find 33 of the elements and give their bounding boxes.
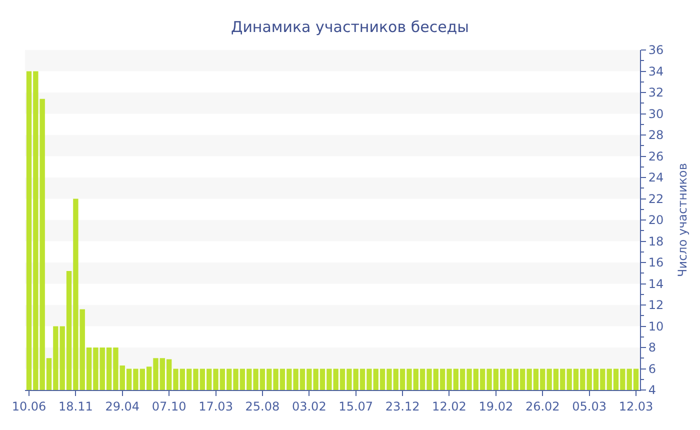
x-tick-label: 15.07 [338, 399, 374, 414]
y-tick-label: 8 [648, 340, 656, 355]
x-tick-label: 29.04 [105, 399, 140, 414]
y-tick-label: 20 [648, 213, 664, 228]
x-tick-label: 19.02 [478, 399, 514, 414]
y-tick-label: 12 [648, 298, 664, 312]
y-tick-label: 18 [648, 234, 664, 248]
x-tick-label: 23.12 [385, 399, 420, 414]
x-tick-label: 10.06 [12, 399, 46, 414]
y-tick-label: 14 [648, 276, 664, 291]
x-tick-label: 12.02 [432, 399, 466, 414]
y-tick-label: 6 [648, 362, 656, 376]
x-tick-label: 12.03 [618, 399, 654, 414]
y-tick-label: 36 [648, 43, 664, 58]
y-tick-label: 24 [648, 170, 664, 185]
x-tick-label: 26.02 [525, 399, 560, 414]
x-tick-label: 03.02 [292, 399, 326, 414]
y-tick-label: 34 [648, 64, 664, 78]
x-tick-label: 25.08 [245, 399, 280, 414]
y-tick-label: 32 [648, 86, 664, 100]
y-tick-label: 16 [648, 256, 664, 270]
x-tick-label: 18.11 [58, 399, 93, 414]
x-tick-label: 05.03 [572, 399, 606, 414]
y-tick-label: 4 [648, 383, 656, 398]
y-tick-label: 10 [648, 319, 664, 334]
chart-title: Динамика участников беседы [230, 18, 470, 36]
y-tick-label: 28 [648, 128, 664, 142]
y-axis-title: Число участников [676, 163, 690, 277]
y-tick-label: 22 [648, 192, 664, 206]
y-tick-label: 30 [648, 106, 664, 121]
x-tick-label: 07.10 [152, 399, 186, 414]
x-tick-label: 17.03 [198, 399, 233, 414]
y-tick-label: 26 [648, 149, 664, 164]
